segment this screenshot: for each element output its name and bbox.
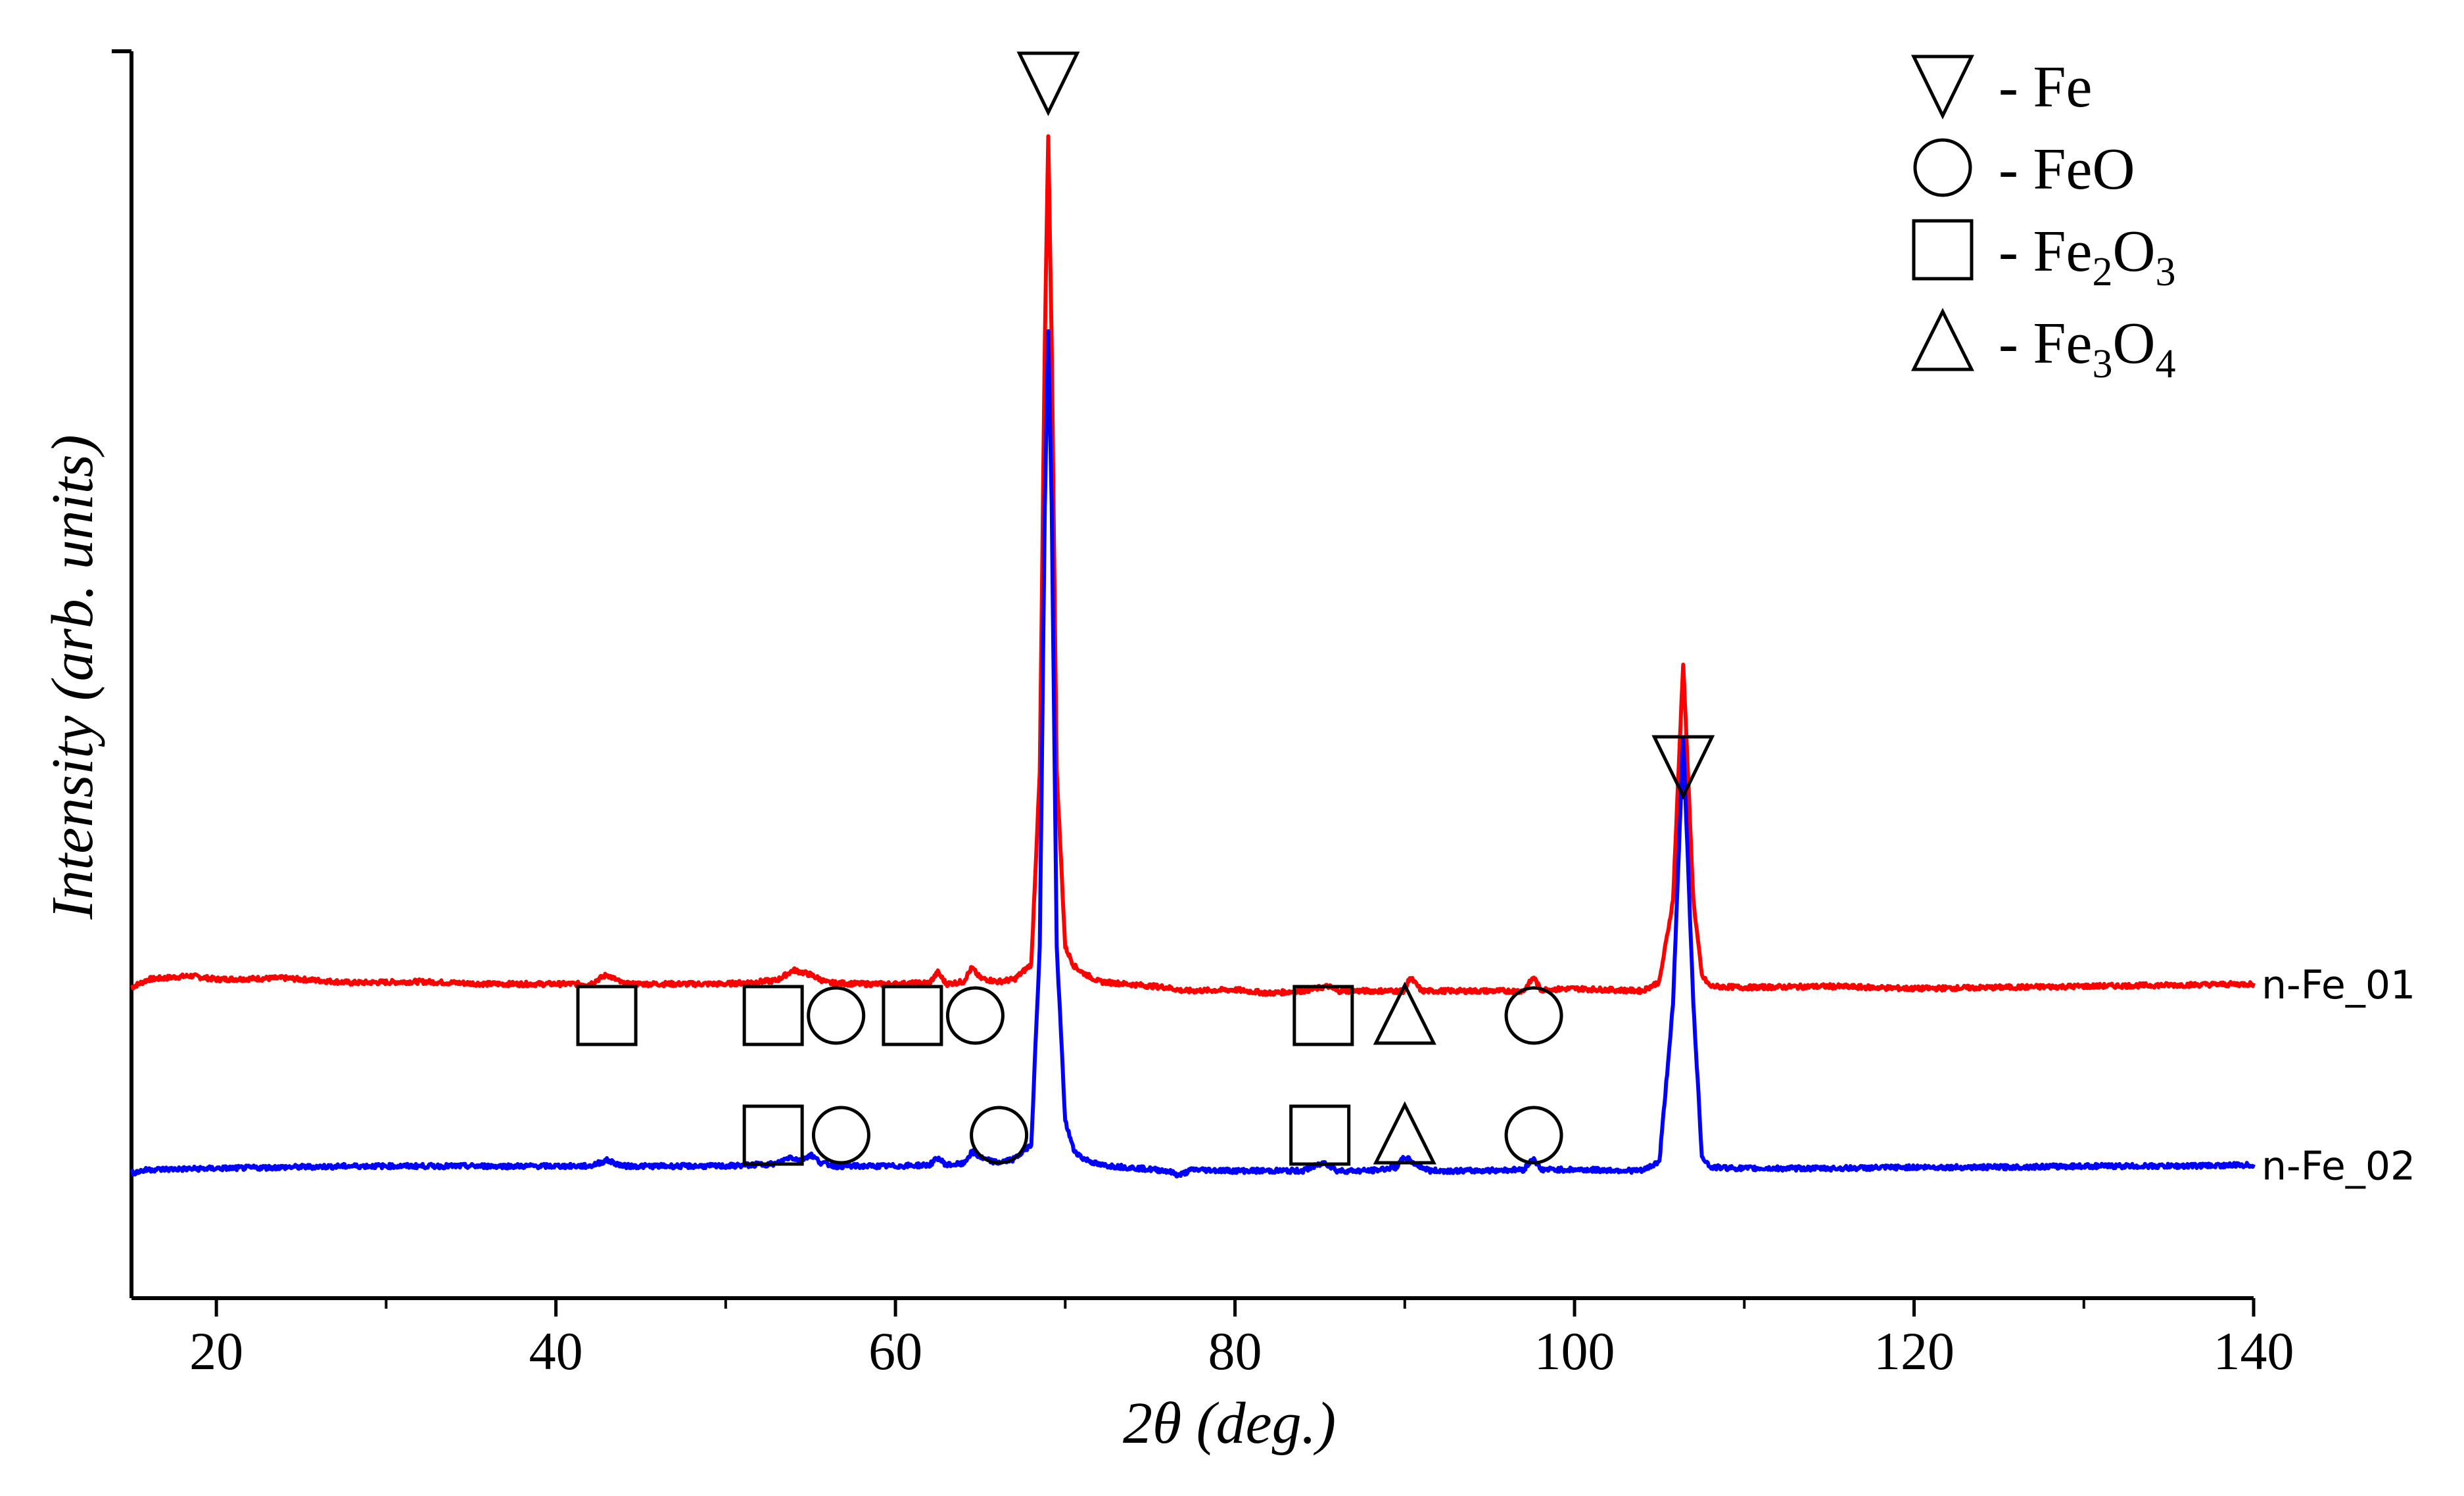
legend-entry: - Fe2O3 [1912, 219, 2175, 294]
series-line-n-Fe_02 [130, 329, 2256, 1179]
circle-peak-marker [970, 1106, 1029, 1165]
square-marker-shape [742, 1104, 804, 1166]
square-peak-marker [1292, 985, 1354, 1046]
triangle-up-legend-icon [1910, 308, 1975, 371]
square-marker-shape [576, 985, 638, 1046]
axes: 20 40 60 80 100 120 140 [112, 49, 2294, 1381]
x-tick-label: 140 [2214, 1321, 2294, 1381]
triangle-up-marker-shape [1910, 308, 1975, 371]
series-label-n-Fe_02: n-Fe_02 [2262, 1143, 2415, 1189]
triangle-down-peak-marker [1016, 51, 1080, 116]
circle-marker-shape [1913, 138, 1972, 197]
series-line-n-Fe_01 [130, 134, 2256, 997]
triangle-down-marker-shape [1910, 55, 1975, 120]
circle-marker-shape [1504, 986, 1563, 1045]
triangle-up-marker-shape [1373, 1101, 1436, 1165]
legend-label: - Fe2O3 [1999, 219, 2175, 294]
legend-label: - Fe [1999, 55, 2092, 120]
square-legend-icon [1912, 219, 1974, 281]
triangle-down-marker-shape [1651, 735, 1715, 800]
circle-marker-shape [811, 1106, 870, 1165]
legend-entry: - FeO [1913, 137, 2135, 202]
x-tick-label: 60 [868, 1321, 922, 1381]
circle-peak-marker [811, 1106, 870, 1165]
square-peak-marker [742, 985, 804, 1046]
circle-marker-shape [970, 1106, 1029, 1165]
circle-marker-shape [807, 986, 866, 1045]
triangle-up-peak-marker [1373, 1101, 1436, 1165]
legend-entry: - Fe [1910, 55, 2092, 120]
triangle-down-legend-icon [1910, 55, 1975, 120]
square-marker-shape [1289, 1104, 1351, 1166]
square-peak-marker [882, 985, 943, 1046]
peak-markers [576, 51, 1715, 1166]
x-axis-label: 2θ (deg.) [1123, 1391, 1336, 1456]
square-peak-marker [1289, 1104, 1351, 1166]
series-layer: n-Fe_01 n-Fe_02 [130, 134, 2415, 1189]
x-tick-label: 20 [189, 1321, 243, 1381]
square-peak-marker [576, 985, 638, 1046]
square-marker-shape [742, 985, 804, 1046]
x-tick-label: 100 [1534, 1321, 1615, 1381]
triangle-down-marker-shape [1016, 51, 1080, 116]
circle-marker-shape [1504, 1106, 1563, 1165]
series-label-n-Fe_01: n-Fe_01 [2262, 962, 2415, 1008]
circle-marker-shape [945, 986, 1005, 1045]
circle-peak-marker [1504, 986, 1563, 1045]
square-marker-shape [1912, 219, 1974, 281]
legend-entry: - Fe3O4 [1910, 308, 2175, 386]
circle-peak-marker [807, 986, 866, 1045]
x-tick-label: 40 [529, 1321, 583, 1381]
triangle-up-marker-shape [1373, 981, 1436, 1045]
legend-label: - FeO [1999, 137, 2135, 202]
square-marker-shape [1292, 985, 1354, 1046]
x-tick-label: 80 [1208, 1321, 1262, 1381]
square-peak-marker [742, 1104, 804, 1166]
triangle-up-peak-marker [1373, 981, 1436, 1045]
y-axis-label: Intensity (arb. units) [40, 434, 105, 920]
square-marker-shape [882, 985, 943, 1046]
circle-peak-marker [1504, 1106, 1563, 1165]
triangle-down-peak-marker [1651, 735, 1715, 800]
legend: - Fe - FeO - Fe2O3 - Fe3O4 [1910, 55, 2175, 386]
x-tick-label: 120 [1874, 1321, 1955, 1381]
legend-label: - Fe3O4 [1999, 311, 2175, 386]
circle-peak-marker [945, 986, 1005, 1045]
circle-legend-icon [1913, 138, 1972, 197]
